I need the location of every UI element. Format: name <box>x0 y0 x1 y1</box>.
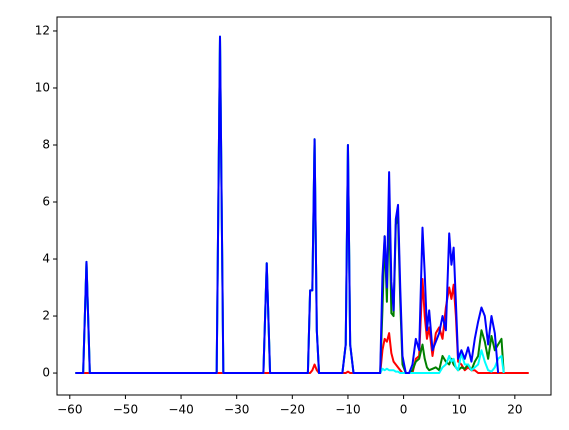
x-tick-label: −20 <box>280 403 305 417</box>
data-line <box>75 35 505 375</box>
data-line <box>75 35 505 375</box>
y-tick-label: 4 <box>42 252 50 266</box>
axes-frame <box>56 16 552 396</box>
data-line <box>75 35 500 375</box>
y-tick-label: 8 <box>42 137 50 151</box>
x-tick-label: −10 <box>335 403 360 417</box>
x-tick-label: 20 <box>507 403 522 417</box>
x-tick-label: −50 <box>113 403 138 417</box>
x-tick-label: −30 <box>224 403 249 417</box>
y-tick-label: 0 <box>42 366 50 380</box>
x-tick-label: −60 <box>57 403 82 417</box>
y-tick-label: 12 <box>35 23 50 37</box>
x-tick-label: −40 <box>168 403 193 417</box>
y-tick-label: 6 <box>42 195 50 209</box>
y-tick-label: 2 <box>42 309 50 323</box>
y-tick-label: 10 <box>35 80 50 94</box>
x-tick-label: 0 <box>400 403 408 417</box>
x-tick-label: 10 <box>452 403 467 417</box>
